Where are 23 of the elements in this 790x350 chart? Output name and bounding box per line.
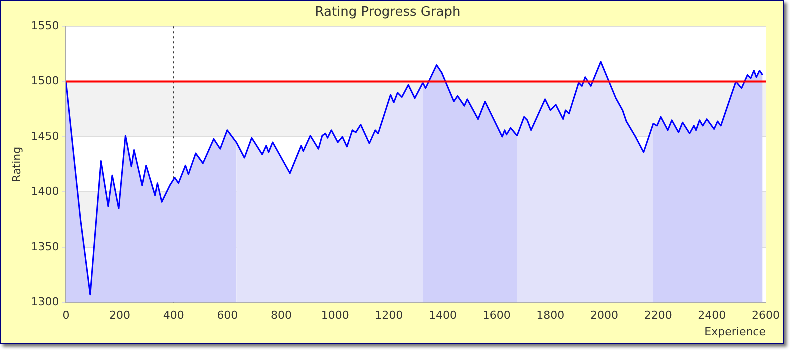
- x-tick-label: 600: [217, 309, 238, 322]
- x-tick-label: 1800: [536, 309, 565, 322]
- chart-title: Rating Progress Graph: [315, 5, 461, 20]
- y-tick-label: 1500: [31, 74, 60, 88]
- x-tick-label: 1000: [321, 309, 350, 322]
- y-tick-label: 1550: [31, 19, 60, 32]
- x-tick-label: 0: [62, 309, 70, 322]
- x-tick-label: 2400: [698, 309, 726, 322]
- x-axis-title: Experience: [704, 325, 766, 338]
- y-tick-label: 1400: [31, 185, 60, 198]
- x-tick-label: 1600: [482, 309, 511, 322]
- x-tick-label: 200: [110, 309, 131, 322]
- y-tick-label: 1450: [31, 130, 60, 143]
- x-tick-label: 1400: [429, 309, 458, 322]
- y-tick-label: 1300: [31, 295, 60, 308]
- y-tick-label: 1350: [31, 240, 60, 254]
- x-tick-label: 2200: [644, 309, 672, 322]
- x-tick-label: 800: [271, 309, 292, 322]
- x-tick-label: 2600: [752, 309, 780, 322]
- x-tick-label: 2000: [590, 309, 619, 322]
- x-tick-label: 400: [163, 309, 184, 322]
- y-axis-title: Rating: [10, 146, 24, 182]
- x-tick-label: 1200: [375, 309, 404, 322]
